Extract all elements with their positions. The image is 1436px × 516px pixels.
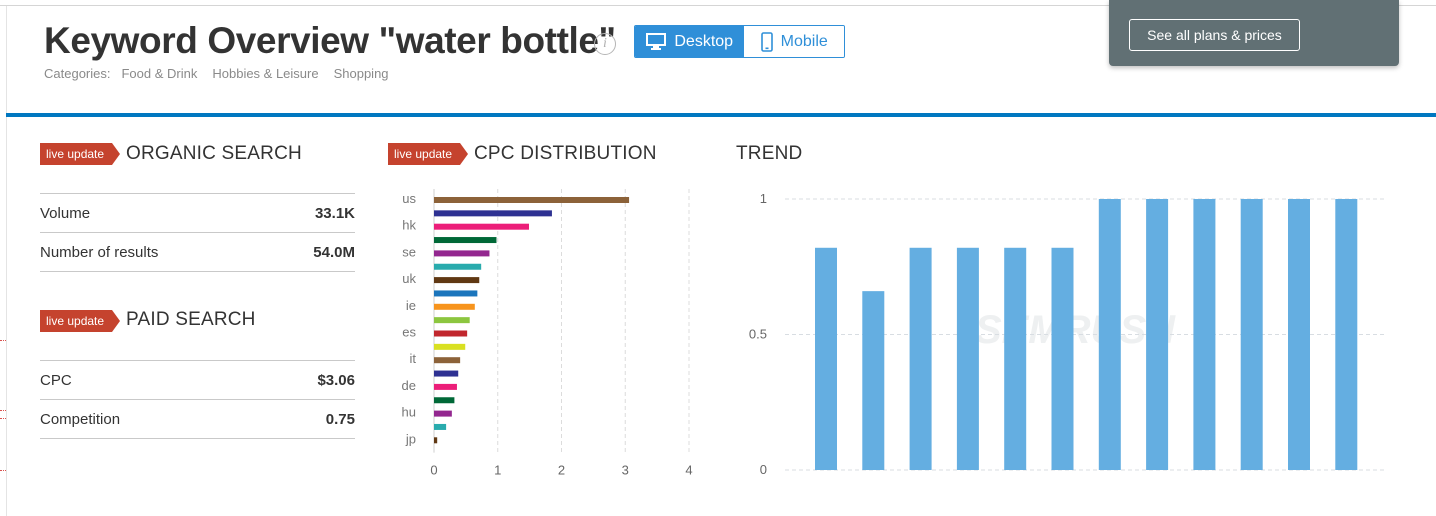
cpc-bar (434, 343, 466, 350)
metric-label: Competition (40, 410, 121, 428)
trend-bar (1288, 199, 1310, 470)
y-tick-label: 0 (760, 462, 767, 477)
country-label: ie (406, 298, 416, 313)
organic-metrics-table: Volume 33.1K Number of results 54.0M (40, 193, 355, 272)
cpc-bar (434, 223, 529, 230)
category-link[interactable]: Hobbies & Leisure (212, 66, 319, 81)
trend-bar (1098, 199, 1121, 470)
trend-bar (1193, 199, 1216, 470)
x-tick-label: 1 (494, 463, 501, 478)
trend-bar (815, 247, 837, 470)
metric-label: Number of results (40, 243, 159, 261)
cpc-bar (434, 330, 468, 337)
desktop-button[interactable]: Desktop (635, 26, 745, 57)
trend-bar (909, 247, 932, 470)
metric-label: Volume (40, 204, 91, 222)
trend-bar (862, 291, 885, 470)
page-title: Keyword Overview "water bottle" (44, 20, 616, 61)
cpc-bar (434, 317, 470, 324)
mobile-label: Mobile (780, 32, 828, 50)
organic-search-title: ORGANIC SEARCH (126, 143, 302, 164)
cpc-bar (434, 410, 452, 417)
red-marker (0, 340, 6, 341)
trend-bar (1146, 199, 1169, 470)
cpc-bar (434, 370, 459, 377)
metric-value: 33.1K (314, 204, 355, 222)
cpc-bar (434, 263, 482, 270)
desktop-label: Desktop (674, 32, 734, 50)
category-link[interactable]: Food & Drink (121, 66, 198, 81)
country-label: jp (405, 431, 416, 446)
trend-title: TREND (736, 143, 803, 164)
metric-value: 0.75 (325, 410, 355, 428)
metric-row: Competition 0.75 (40, 400, 355, 439)
metric-row: CPC $3.06 (40, 361, 355, 400)
y-tick-label: 0.5 (749, 327, 767, 342)
country-label: se (402, 244, 416, 259)
cpc-bar (434, 303, 475, 310)
trend-bar (956, 247, 979, 470)
red-marker (0, 470, 6, 471)
cpc-bar (434, 437, 438, 444)
cpc-bar (434, 290, 478, 297)
trend-bar (1004, 247, 1027, 470)
metric-label: CPC (40, 371, 72, 389)
paid-search-title: PAID SEARCH (126, 309, 256, 330)
x-tick-label: 2 (558, 463, 565, 478)
x-tick-label: 3 (622, 463, 629, 478)
see-plans-button[interactable]: See all plans & prices (1129, 19, 1300, 51)
cpc-bar (434, 237, 497, 244)
plans-popup: See all plans & prices (1109, 0, 1399, 66)
mobile-phone-icon (760, 31, 773, 52)
y-tick-label: 1 (760, 191, 767, 206)
metric-value: $3.06 (317, 371, 355, 389)
metric-row: Volume 33.1K (40, 194, 355, 233)
country-label: de (402, 378, 416, 393)
trend-bar (1335, 199, 1358, 470)
country-label: hu (402, 405, 416, 420)
cpc-bar (434, 397, 455, 404)
top-divider (0, 5, 1436, 6)
left-divider (6, 6, 7, 516)
monitor-icon (646, 33, 667, 50)
device-toggle: Desktop Mobile (634, 25, 845, 58)
cpc-bar (434, 423, 447, 430)
cpc-bar (434, 250, 490, 257)
x-tick-label: 4 (685, 463, 692, 478)
cpc-bar (434, 277, 480, 284)
categories: Categories: Food & Drink Hobbies & Leisu… (44, 66, 404, 81)
x-tick-label: 0 (430, 463, 437, 478)
cpc-distribution-chart: 0 1 2 3 4 us hk se uk ie es it de hu jp (402, 189, 693, 478)
live-update-badge: live update (40, 310, 120, 332)
red-marker (0, 410, 6, 411)
country-label: hk (402, 218, 416, 233)
mobile-button[interactable]: Mobile (744, 26, 844, 57)
category-link[interactable]: Shopping (333, 66, 389, 81)
country-label: es (402, 325, 416, 340)
trend-bar (1051, 247, 1074, 470)
categories-label: Categories: (44, 66, 111, 81)
info-icon[interactable]: i (594, 33, 616, 55)
country-label: us (402, 191, 416, 206)
live-update-badge: live update (40, 143, 120, 165)
cpc-bar (434, 210, 552, 217)
cpc-bar (434, 383, 457, 390)
country-label: uk (402, 271, 416, 286)
cpc-distribution-title: CPC DISTRIBUTION (474, 143, 657, 164)
trend-bar (1240, 199, 1263, 470)
cpc-bar (434, 197, 630, 203)
metric-value: 54.0M (313, 243, 355, 261)
header-separator (6, 113, 1436, 117)
country-label: it (410, 351, 417, 366)
red-marker (0, 418, 6, 419)
cpc-bar (434, 357, 461, 364)
paid-metrics-table: CPC $3.06 Competition 0.75 (40, 360, 355, 439)
metric-row: Number of results 54.0M (40, 233, 355, 272)
live-update-badge: live update (388, 143, 468, 165)
